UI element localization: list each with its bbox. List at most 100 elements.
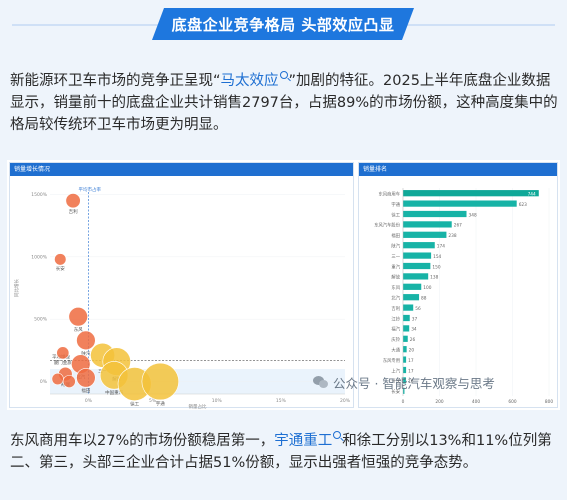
quote-open: “: [213, 73, 221, 89]
category-label: 陕汽: [391, 243, 400, 250]
category-label: 三一: [391, 254, 400, 260]
bar-panel-title: 销量排名: [359, 163, 557, 176]
point-label: 东风: [74, 326, 83, 333]
x-tick-label: 10%: [212, 398, 223, 404]
para-text: 和徐工分别以13%和11%位列第二、第三，头部三企业合计占据51%份额，显示出强…: [10, 433, 552, 471]
keyword-link[interactable]: 马太效应: [220, 73, 279, 89]
bar: [403, 283, 422, 290]
category-label: 重汽: [391, 263, 400, 270]
scatter-chart: 0%500%1000%1500%0%5%10%15%20%平均市占率平均增速吉利…: [13, 186, 351, 410]
scatter-point: [51, 372, 64, 386]
scatter-panel-title: 销量增长情况: [10, 163, 353, 176]
x-axis-title: 销量占比: [189, 403, 207, 409]
point-label: 徐工: [130, 401, 139, 408]
bar: [403, 242, 435, 249]
reference-label: 平均市占率: [78, 186, 101, 193]
value-label: 20: [409, 348, 415, 354]
bar: [403, 200, 517, 207]
bar: [403, 356, 407, 363]
point-label: 中国重汽: [105, 389, 123, 396]
scatter-panel: 销量增长情况 0% 500% 1000% 1500% 0% 5% 10% 15% 20% 平均市占…: [9, 162, 354, 410]
category-label: 开沃: [391, 378, 400, 385]
y-tick-label: 500%: [34, 317, 48, 323]
scatter-point: [141, 362, 180, 401]
quote-close: ”: [288, 73, 297, 89]
category-label: 解放: [391, 274, 400, 281]
x-tick-label: 800: [545, 399, 553, 405]
value-label: 88: [421, 296, 427, 302]
x-tick-label: 200: [435, 399, 443, 405]
bar: [403, 346, 407, 353]
scatter-point: [54, 253, 67, 266]
bar: [403, 273, 429, 280]
category-label: 徐工: [391, 211, 400, 218]
value-label: 100: [423, 285, 431, 291]
category-label: 东风: [391, 284, 400, 291]
value-label: 267: [454, 223, 462, 229]
category-label: 福田: [391, 232, 400, 239]
x-tick-label: 0%: [85, 398, 93, 404]
watermark-text: 公众号 · 智能汽车观察与思考: [333, 376, 495, 391]
section-title: 底盘企业竞争格局 头部效应凸显: [171, 15, 395, 34]
y-tick-label: 0%: [40, 379, 48, 385]
x-tick-label: 0: [402, 399, 405, 405]
point-label: 陕汽: [81, 350, 90, 357]
category-label: 东风专用: [383, 357, 400, 364]
bar: [403, 325, 410, 332]
bar: [403, 377, 406, 384]
point-label: 福田: [81, 387, 90, 394]
x-tick-label: 20%: [340, 398, 351, 404]
value-label: 150: [432, 264, 440, 270]
search-icon[interactable]: [279, 71, 288, 79]
section-banner: 底盘企业竞争格局 头部效应凸显: [152, 8, 414, 40]
paragraph-share: 东风商用车以27%的市场份额稳居第一，宇通重工 和徐工分别以13%和11%位列第二…: [10, 430, 560, 474]
category-label: 东风汽车股份: [374, 222, 400, 229]
value-label: 348: [469, 212, 477, 218]
paragraph-intro: 新能源环卫车市场的竞争正呈现“马太效应 ”加剧的特征。2025上半年底盘企业数据显…: [10, 70, 560, 136]
category-label: 江铃: [391, 315, 400, 322]
value-label: 37: [412, 316, 418, 322]
y-axis-title: 同比增长: [13, 279, 20, 297]
value-label: 16: [408, 379, 414, 385]
value-label: 174: [437, 244, 445, 250]
point-label: 厦门金旅: [54, 359, 72, 366]
wechat-icon: [313, 376, 329, 389]
category-label: 庆铃: [391, 336, 400, 343]
x-tick-label: 600: [508, 399, 516, 405]
point-label: 长安: [56, 265, 65, 272]
scatter-point: [62, 375, 76, 388]
value-label: 238: [448, 233, 456, 239]
x-tick-label: 5%: [149, 398, 157, 404]
bar: [403, 190, 539, 197]
watermark: 公众号 · 智能汽车观察与思考: [313, 373, 495, 392]
scatter-point: [56, 346, 70, 360]
para-text: 新能源环卫车市场的竞争正呈现: [10, 73, 213, 89]
scatter-point: [76, 368, 96, 388]
bar: [403, 252, 432, 259]
bar-panel: 销量排名 0 200 400 600 800 东风商用车 744 宇通 623 徐工 348 东风汽车…: [358, 162, 558, 408]
search-icon[interactable]: [333, 431, 342, 439]
bar: [403, 366, 407, 374]
figure-container: 销量增长情况 0% 500% 1000% 1500% 0% 5% 10% 15% 20% 平均市占…: [7, 160, 560, 410]
value-label: 17: [408, 368, 414, 374]
category-label: 大通: [391, 347, 400, 354]
bar: [403, 387, 405, 394]
category-label: 吉利: [391, 305, 400, 312]
value-label: 34: [411, 327, 417, 333]
category-label: 福汽: [391, 326, 400, 333]
scatter-point: [76, 330, 96, 351]
bar: [403, 231, 447, 238]
category-label: 东风商用车: [379, 191, 401, 198]
keyword-link[interactable]: 宇通重工: [274, 433, 333, 449]
y-tick-label: 1500%: [31, 192, 47, 198]
para-text: 东风商用车以27%的市场份额稳居第一，: [10, 433, 275, 449]
value-label: 744: [528, 192, 536, 198]
scatter-point: [68, 306, 88, 327]
value-label: 154: [433, 254, 441, 260]
bar: [403, 221, 452, 228]
scatter-point: [65, 193, 81, 209]
category-label: 上汽: [391, 367, 400, 374]
value-label: 138: [430, 275, 438, 281]
bar: [403, 262, 431, 270]
y-tick-label: 1000%: [31, 254, 47, 260]
